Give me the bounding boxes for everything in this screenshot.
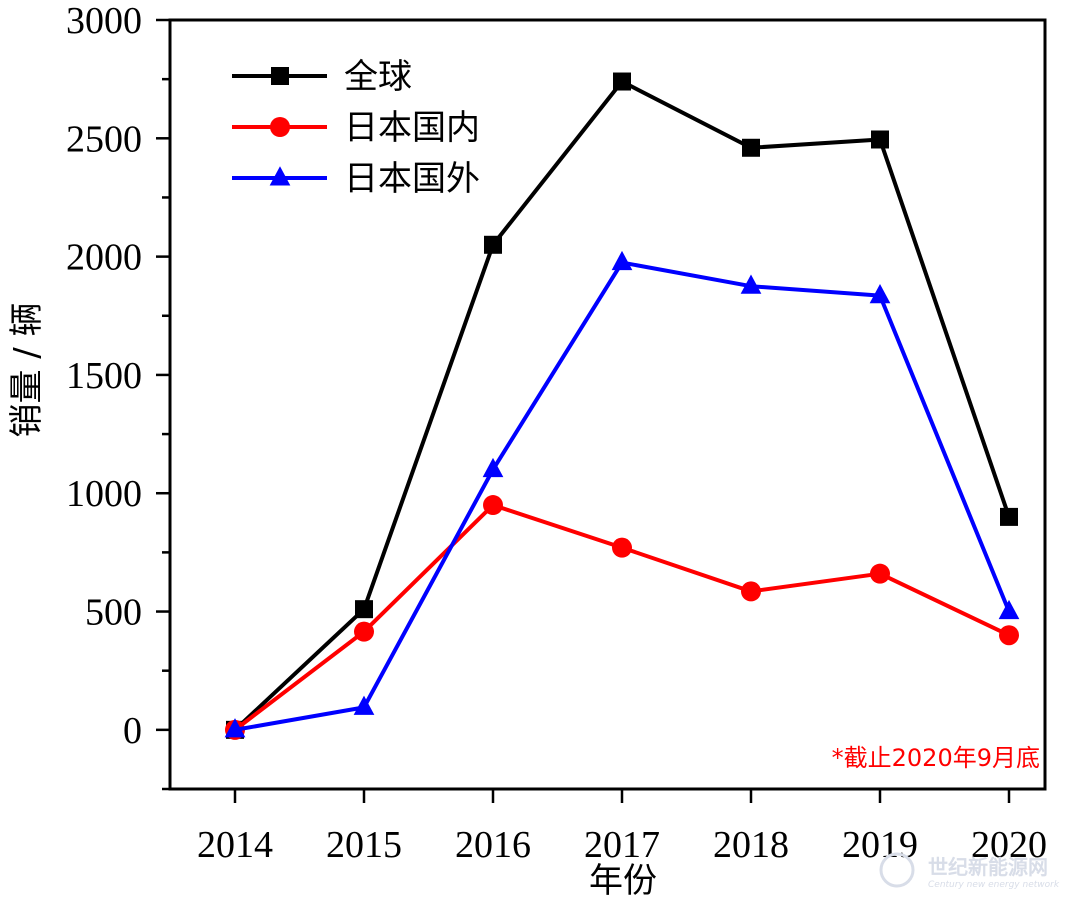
data-point-series-0 <box>484 235 502 254</box>
data-point-series-0 <box>1000 507 1018 526</box>
data-point-series-2 <box>740 274 762 294</box>
data-point-series-0 <box>742 138 760 157</box>
x-axis-title: 年份 <box>589 861 657 901</box>
cutoff-note: *截止2020年9月底 <box>832 744 1040 772</box>
y-axis-title: 销量 / 辆 <box>7 302 47 437</box>
data-point-series-2 <box>998 599 1020 620</box>
legend-item: 日本国外 <box>232 159 480 199</box>
watermark: 世纪新能源网 Century new energy network <box>879 852 1060 890</box>
plot-frame <box>168 18 1047 791</box>
data-point-series-0 <box>613 72 631 91</box>
y-tick-label: 1000 <box>66 473 142 515</box>
y-tick-label: 500 <box>85 592 142 634</box>
data-point-series-2 <box>269 166 291 186</box>
x-tick-label: 2020 <box>971 824 1047 866</box>
data-point-series-1 <box>741 581 761 602</box>
legend-label: 日本国外 <box>344 159 480 199</box>
data-point-series-1 <box>612 537 632 558</box>
y-tick-label: 0 <box>123 710 142 752</box>
data-point-series-1 <box>270 117 290 137</box>
data-point-series-2 <box>611 250 633 271</box>
data-point-series-1 <box>354 621 374 642</box>
y-tick-label: 3000 <box>66 0 142 42</box>
legend-label: 全球 <box>344 57 412 97</box>
x-tick-label: 2019 <box>842 824 918 866</box>
data-point-series-1 <box>999 625 1019 646</box>
x-tick-label: 2018 <box>713 824 789 866</box>
data-point-series-2 <box>224 718 246 738</box>
data-point-series-1 <box>483 495 503 516</box>
series-layer <box>224 72 1020 740</box>
data-point-series-1 <box>870 563 890 584</box>
watermark-sub: Century new energy network <box>928 880 1060 890</box>
y-tick-label: 2500 <box>66 118 142 160</box>
legend-item: 全球 <box>232 57 412 97</box>
x-tick-label: 2015 <box>326 824 402 866</box>
watermark-name: 世纪新能源网 <box>928 855 1048 879</box>
legend-item: 日本国内 <box>232 108 480 148</box>
data-point-series-0 <box>355 600 373 619</box>
x-tick-label: 2017 <box>584 824 660 866</box>
y-tick-label: 1500 <box>66 355 142 397</box>
data-point-series-2 <box>869 283 891 304</box>
series-1 <box>225 495 1019 740</box>
x-tick-label: 2014 <box>197 824 273 866</box>
data-point-series-2 <box>353 695 375 715</box>
watermark-logo-icon <box>879 852 915 888</box>
series-line-2 <box>234 260 1011 732</box>
legend-label: 日本国内 <box>344 108 480 148</box>
x-tick-label: 2016 <box>455 824 531 866</box>
series-2 <box>224 250 1020 738</box>
data-point-series-0 <box>871 130 889 149</box>
axes: 0 500 1000 1500 2000 2500 3000 2014 2015 2016 2017… <box>66 0 1047 866</box>
y-tick-label: 2000 <box>66 237 142 279</box>
data-point-series-0 <box>271 67 289 85</box>
data-point-series-2 <box>482 457 504 478</box>
